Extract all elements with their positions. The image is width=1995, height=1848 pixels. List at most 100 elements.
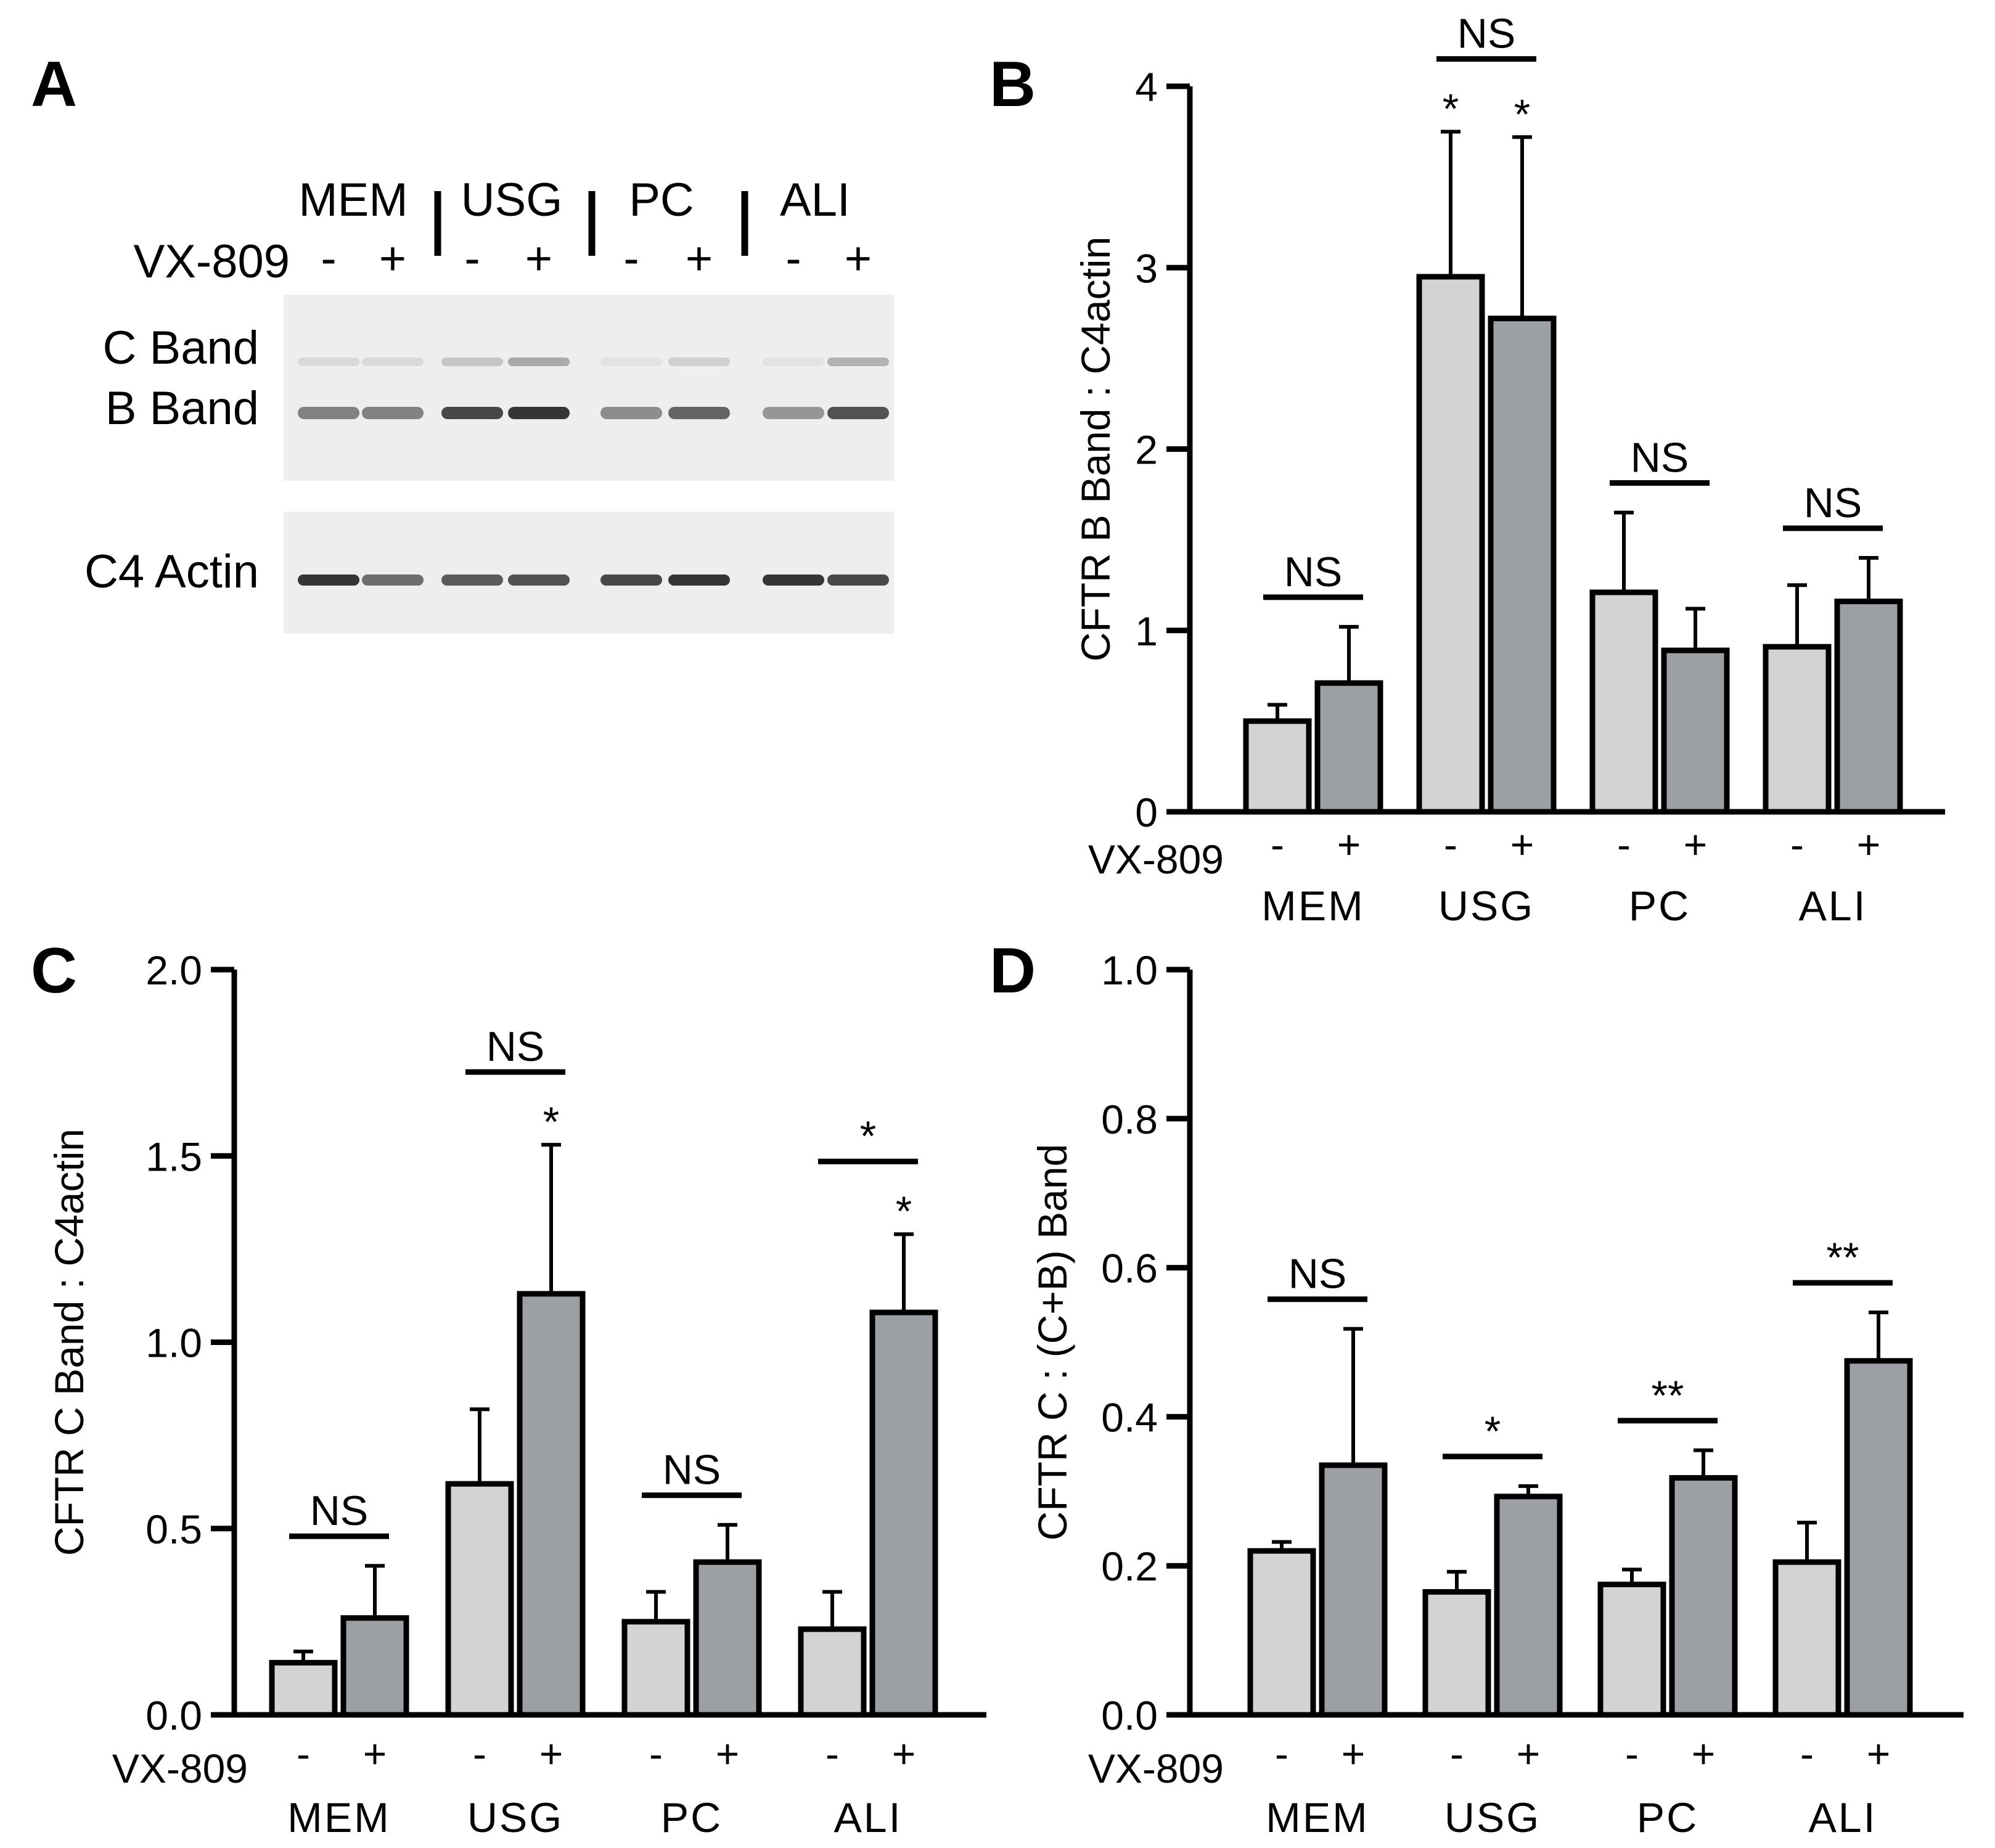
vx809-sign-label: +: [1342, 1731, 1366, 1776]
y-tick-label: 0: [1135, 790, 1158, 835]
y-tick-label: 0.5: [145, 1507, 202, 1552]
blot-lane-sign: -: [321, 232, 336, 285]
bar-pc-minus: [621, 1619, 690, 1718]
bar-ali-minus: [798, 1626, 867, 1718]
group-label: MEM: [287, 1794, 391, 1841]
panel-letter: D: [989, 935, 1036, 1007]
bar-ali-minus: [1763, 644, 1832, 815]
vx809-sign-label: +: [1857, 822, 1881, 867]
actin-band: [763, 574, 824, 586]
comparison-label: *: [1485, 1408, 1501, 1455]
vx809-sign-label: -: [1450, 1731, 1464, 1776]
vx809-sign-label: -: [1271, 822, 1284, 867]
blot-row-label-c-band: C Band: [103, 322, 260, 374]
panel-letter-a: A: [31, 49, 77, 120]
vx809-sign-label: +: [1692, 1731, 1716, 1776]
c-band: [763, 358, 824, 366]
bar-pc-plus: [693, 1559, 762, 1718]
blot-row-label-actin: C4 Actin: [84, 546, 259, 598]
bar-usg-plus: [1488, 316, 1557, 815]
vx809-sign-label: +: [1867, 1731, 1891, 1776]
actin-band: [362, 574, 424, 586]
b-band: [827, 407, 889, 419]
vx809-sign-label: +: [716, 1731, 740, 1776]
y-axis-title: CFTR B Band : C4actin: [1073, 237, 1118, 662]
c-band: [600, 358, 662, 366]
bar-ali-plus: [1844, 1358, 1913, 1718]
comparison-label: *: [860, 1113, 876, 1159]
blot-lane-sign: +: [845, 232, 872, 285]
bar-mem-minus: [1247, 1548, 1316, 1718]
comparison-label: NS: [1631, 434, 1689, 481]
treatment-label: VX-809: [1088, 836, 1224, 882]
group-label: ALI: [1808, 1794, 1877, 1841]
y-tick-label: 4: [1135, 64, 1158, 110]
bar-pc-minus: [1589, 589, 1658, 815]
bar-mem-minus: [1243, 718, 1312, 815]
actin-band: [441, 574, 503, 586]
blot-lane-sign: +: [686, 232, 713, 285]
vx809-sign-label: +: [363, 1731, 387, 1776]
group-label: ALI: [1798, 883, 1867, 930]
blot-group-label: MEM: [298, 174, 408, 226]
comparison-label: NS: [1284, 549, 1342, 595]
b-band: [298, 407, 359, 419]
vx809-sign-label: -: [825, 1731, 839, 1776]
panel-letter: C: [31, 935, 77, 1007]
bar-usg-minus: [1422, 1589, 1491, 1718]
actin-band: [600, 574, 662, 586]
y-tick-label: 3: [1135, 245, 1158, 291]
actin-band: [827, 574, 889, 586]
c-band: [827, 358, 889, 366]
c-band: [668, 358, 730, 366]
group-label: USG: [467, 1794, 563, 1841]
blot-lane-sign: -: [785, 232, 801, 285]
bar-usg-plus: [1494, 1494, 1563, 1718]
vx809-sign-label: -: [473, 1731, 486, 1776]
y-tick-label: 0.2: [1101, 1543, 1158, 1589]
y-tick-label: 1.0: [1101, 947, 1158, 993]
group-label: ALI: [834, 1794, 902, 1841]
bar-significance-star: *: [1443, 86, 1459, 133]
vx809-sign-label: -: [297, 1731, 310, 1776]
comparison-label: NS: [1457, 10, 1515, 57]
b-band: [441, 407, 503, 419]
bar-ali-minus: [1772, 1559, 1841, 1718]
y-tick-label: 0.0: [145, 1693, 202, 1738]
bar-mem-plus: [340, 1615, 409, 1718]
comparison-label: NS: [310, 1487, 368, 1534]
c-band: [441, 358, 503, 366]
b-band: [508, 407, 570, 419]
vx809-sign-label: -: [1625, 1731, 1639, 1776]
y-tick-label: 0.8: [1101, 1097, 1158, 1142]
group-label: USG: [1438, 883, 1534, 930]
group-label: MEM: [1261, 883, 1365, 930]
bar-pc-plus: [1661, 647, 1730, 815]
blot-lane-sign: -: [464, 232, 480, 285]
vx809-sign-label: -: [649, 1731, 663, 1776]
bar-ali-plus: [1834, 599, 1903, 815]
group-label: PC: [661, 1794, 723, 1841]
vx809-sign-label: -: [1617, 822, 1631, 867]
bar-usg-minus: [445, 1481, 514, 1718]
comparison-label: NS: [663, 1447, 721, 1494]
group-label: PC: [1637, 1794, 1698, 1841]
vx809-sign-label: -: [1800, 1731, 1814, 1776]
blot-lane-sign: -: [623, 232, 639, 285]
blot-lane-sign: +: [379, 232, 406, 285]
blot-group-label: PC: [629, 174, 694, 226]
vx809-sign-label: +: [1337, 822, 1361, 867]
bar-ali-plus: [869, 1309, 938, 1718]
panel-letter: B: [989, 49, 1036, 120]
bar-mem-plus: [1314, 680, 1383, 815]
actin-band: [508, 574, 570, 586]
c-band: [508, 358, 570, 366]
bar-pc-minus: [1597, 1581, 1666, 1718]
blot-group-label: ALI: [780, 174, 850, 226]
y-tick-label: 2: [1135, 427, 1158, 473]
bar-mem-plus: [1319, 1462, 1388, 1718]
actin-band: [298, 574, 359, 586]
y-tick-label: 0.4: [1101, 1394, 1158, 1440]
